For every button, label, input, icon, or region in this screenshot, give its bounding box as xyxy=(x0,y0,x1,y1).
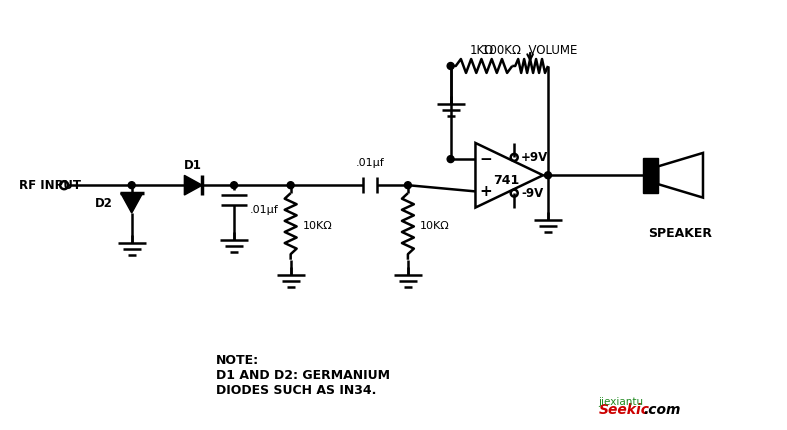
Text: RF INPUT: RF INPUT xyxy=(20,179,81,192)
Text: 741: 741 xyxy=(493,174,519,187)
Polygon shape xyxy=(184,175,202,195)
Polygon shape xyxy=(120,193,142,213)
Text: Seekic: Seekic xyxy=(599,402,649,417)
Text: +9V: +9V xyxy=(521,151,549,164)
Text: SPEAKER: SPEAKER xyxy=(648,227,712,240)
Text: D2: D2 xyxy=(95,197,113,209)
Text: .01μf: .01μf xyxy=(356,158,385,168)
Text: D1: D1 xyxy=(184,159,202,172)
Circle shape xyxy=(231,182,238,189)
Text: −: − xyxy=(479,152,492,166)
Text: jiexiantu: jiexiantu xyxy=(599,397,644,407)
Text: 10KΩ: 10KΩ xyxy=(302,221,332,231)
Text: 1KΩ: 1KΩ xyxy=(469,43,493,57)
Text: 100KΩ  VOLUME: 100KΩ VOLUME xyxy=(482,43,578,57)
Circle shape xyxy=(287,182,294,189)
Text: +: + xyxy=(479,184,492,199)
Circle shape xyxy=(447,156,454,163)
Bar xyxy=(644,158,658,193)
Text: NOTE:
D1 AND D2: GERMANIUM
DIODES SUCH AS IN34.: NOTE: D1 AND D2: GERMANIUM DIODES SUCH A… xyxy=(216,354,390,397)
Text: -9V: -9V xyxy=(521,187,543,200)
Circle shape xyxy=(128,182,135,189)
Text: .com: .com xyxy=(644,402,681,417)
Circle shape xyxy=(447,62,454,70)
Circle shape xyxy=(545,172,552,179)
Text: .01μf: .01μf xyxy=(250,205,279,215)
Circle shape xyxy=(405,182,412,189)
Text: 10KΩ: 10KΩ xyxy=(419,221,449,231)
